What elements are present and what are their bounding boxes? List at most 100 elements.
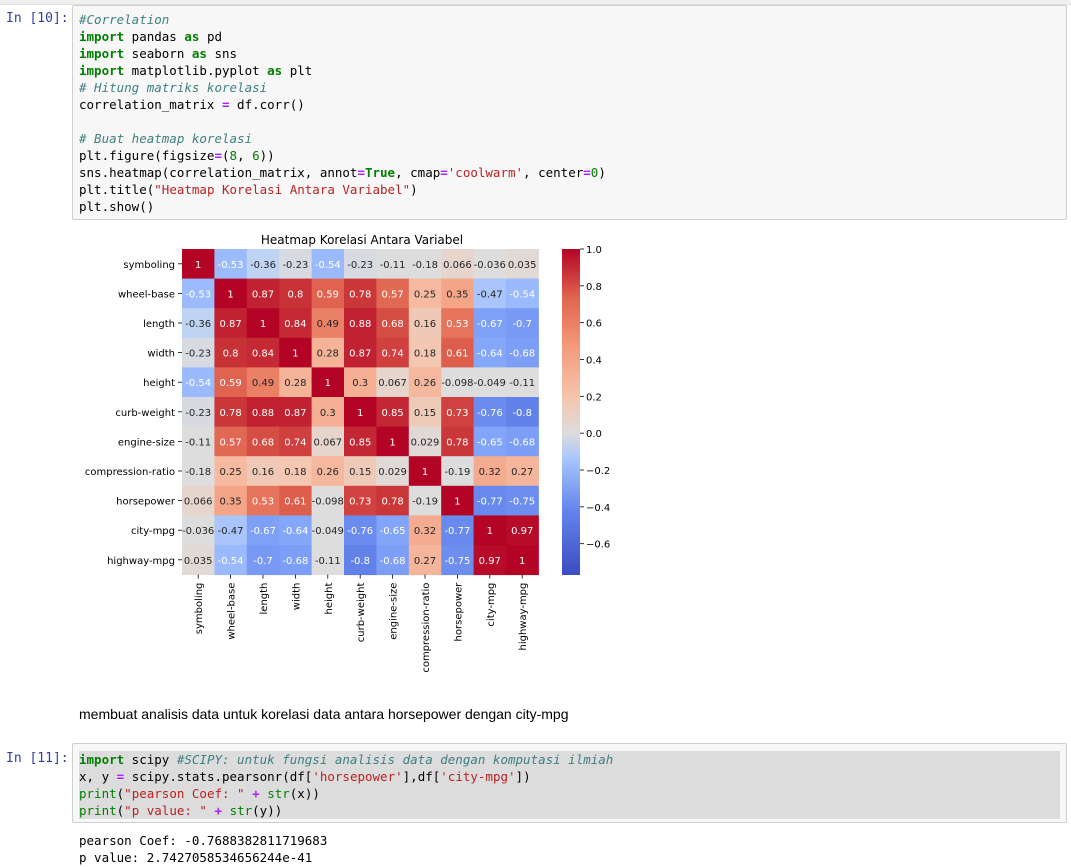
- heatmap-annotation: -0.23: [347, 260, 373, 271]
- heatmap-cell: [473, 249, 507, 280]
- y-tick-label: length: [143, 319, 175, 330]
- heatmap-cell: [214, 545, 248, 576]
- code-cell-10[interactable]: #Correlation import pandas as pd import se…: [72, 5, 1067, 220]
- heatmap-annotation: -0.54: [218, 556, 244, 567]
- heatmap-annotation: -0.098: [312, 497, 344, 508]
- heatmap-annotation: -0.68: [380, 556, 406, 567]
- code-line: correlation_matrix = df.corr(): [79, 96, 1066, 113]
- heatmap-annotation: 0.35: [446, 289, 468, 300]
- code-token: sns: [206, 46, 238, 61]
- x-tick-label: highway-mpg: [518, 583, 529, 651]
- heatmap-annotation: 0.74: [381, 349, 403, 360]
- heatmap-annotation: 0.18: [284, 467, 306, 478]
- heatmap-annotation: -0.77: [444, 526, 470, 537]
- heatmap-annotation: -0.19: [412, 497, 438, 508]
- heatmap-cell: [506, 426, 539, 457]
- y-tick-label: wheel-base: [118, 289, 175, 300]
- heatmap-cell: [182, 426, 215, 457]
- code-token: seaborn: [124, 46, 192, 61]
- heatmap-cell: [182, 456, 215, 487]
- y-tick-label: compression-ratio: [85, 467, 175, 478]
- heatmap-annotation: 0.49: [252, 378, 274, 389]
- heatmap-cell: [441, 367, 475, 398]
- heatmap-cell: [441, 278, 475, 309]
- heatmap-cell: [441, 426, 475, 457]
- code-cell-11[interactable]: import scipy #SCIPY: untuk fungsi analis…: [72, 743, 1067, 823]
- heatmap-annotation: -0.11: [380, 260, 406, 271]
- heatmap-annotation: 0.74: [284, 437, 306, 448]
- heatmap-annotation: 0.88: [252, 408, 274, 419]
- heatmap-cell: [214, 367, 248, 398]
- heatmap-cell: [279, 397, 313, 428]
- code-token: scipy.stats.pearsonr(df[: [124, 769, 313, 784]
- colorbar-tick-label: 0.0: [586, 429, 602, 440]
- x-tick-label: symboling: [194, 583, 205, 635]
- heatmap-annotation: 0.53: [252, 497, 274, 508]
- cell-prompt-11: In [11]:: [6, 751, 69, 766]
- heatmap-annotation: -0.54: [509, 289, 535, 300]
- heatmap-cell: [279, 367, 313, 398]
- heatmap-annotation: -0.76: [477, 408, 503, 419]
- notebook-top-border: [0, 0, 1071, 5]
- heatmap-cell: [506, 456, 539, 487]
- code-token: 'horsepower': [312, 769, 403, 784]
- heatmap-cell: [473, 397, 507, 428]
- x-tick-label: compression-ratio: [421, 583, 432, 673]
- heatmap-cell: [182, 337, 215, 368]
- heatmap-cell: [311, 456, 345, 487]
- heatmap-cell: [376, 426, 410, 457]
- heatmap-cell: [344, 308, 377, 339]
- heatmap-cell: [344, 485, 377, 516]
- code-editor-11[interactable]: import scipy #SCIPY: untuk fungsi analis…: [73, 744, 1066, 819]
- heatmap-cell: [408, 308, 442, 339]
- heatmap-cell: [311, 278, 345, 309]
- heatmap-cell: [506, 367, 539, 398]
- heatmap-cell: [376, 515, 410, 546]
- heatmap-cell: [214, 308, 248, 339]
- heatmap-annotation: 1: [519, 556, 525, 567]
- output-pearson-coef: pearson Coef: -0.7688382811719683: [79, 833, 328, 848]
- code-editor-10[interactable]: #Correlation import pandas as pd import se…: [73, 6, 1066, 215]
- heatmap-cell: [408, 426, 442, 457]
- code-token: =: [116, 769, 125, 784]
- heatmap-annotation: 0.87: [252, 289, 274, 300]
- heatmap-annotation: 0.57: [219, 437, 241, 448]
- heatmap-cell: [279, 426, 313, 457]
- heatmap-cell: [506, 397, 539, 428]
- heatmap-cell: [506, 337, 539, 368]
- heatmap-annotation: 0.066: [443, 260, 472, 271]
- output-p-value: p value: 2.7427058534656244e-41: [79, 850, 313, 865]
- heatmap-annotation: 0.78: [349, 289, 371, 300]
- heatmap-annotation: -0.11: [185, 437, 211, 448]
- code-token: plt.show(): [79, 199, 155, 214]
- code-token: , cmap: [395, 165, 441, 180]
- code-token: pandas: [124, 29, 185, 44]
- heatmap-cell: [182, 515, 215, 546]
- colorbar: [562, 249, 580, 575]
- heatmap-annotation: 0.49: [317, 319, 339, 330]
- heatmap-annotation: 1: [357, 408, 363, 419]
- colorbar-tick-label: 0.6: [586, 319, 602, 330]
- heatmap-cell: [376, 337, 410, 368]
- heatmap-cell: [344, 456, 377, 487]
- heatmap-annotation: 0.68: [381, 319, 403, 330]
- heatmap-annotation: -0.54: [315, 260, 341, 271]
- heatmap-annotation: 0.029: [411, 437, 440, 448]
- heatmap-cell: [246, 485, 280, 516]
- heatmap-cell: [376, 397, 410, 428]
- code-token: as: [191, 46, 207, 61]
- code-token: [207, 803, 215, 818]
- heatmap-cell: [473, 456, 507, 487]
- y-tick-label: engine-size: [118, 437, 175, 448]
- heatmap-cell: [376, 308, 410, 339]
- heatmap-annotation: 0.78: [219, 408, 241, 419]
- code-token: =: [214, 148, 222, 163]
- code-token: (x)): [289, 786, 320, 801]
- code-token: str: [229, 803, 253, 818]
- heatmap-cell: [246, 308, 280, 339]
- heatmap-annotation: -0.67: [250, 526, 276, 537]
- code-token: ): [410, 182, 418, 197]
- heatmap-annotation: 0.26: [414, 378, 436, 389]
- heatmap-annotation: -0.53: [185, 289, 211, 300]
- heatmap-annotation: 0.16: [414, 319, 436, 330]
